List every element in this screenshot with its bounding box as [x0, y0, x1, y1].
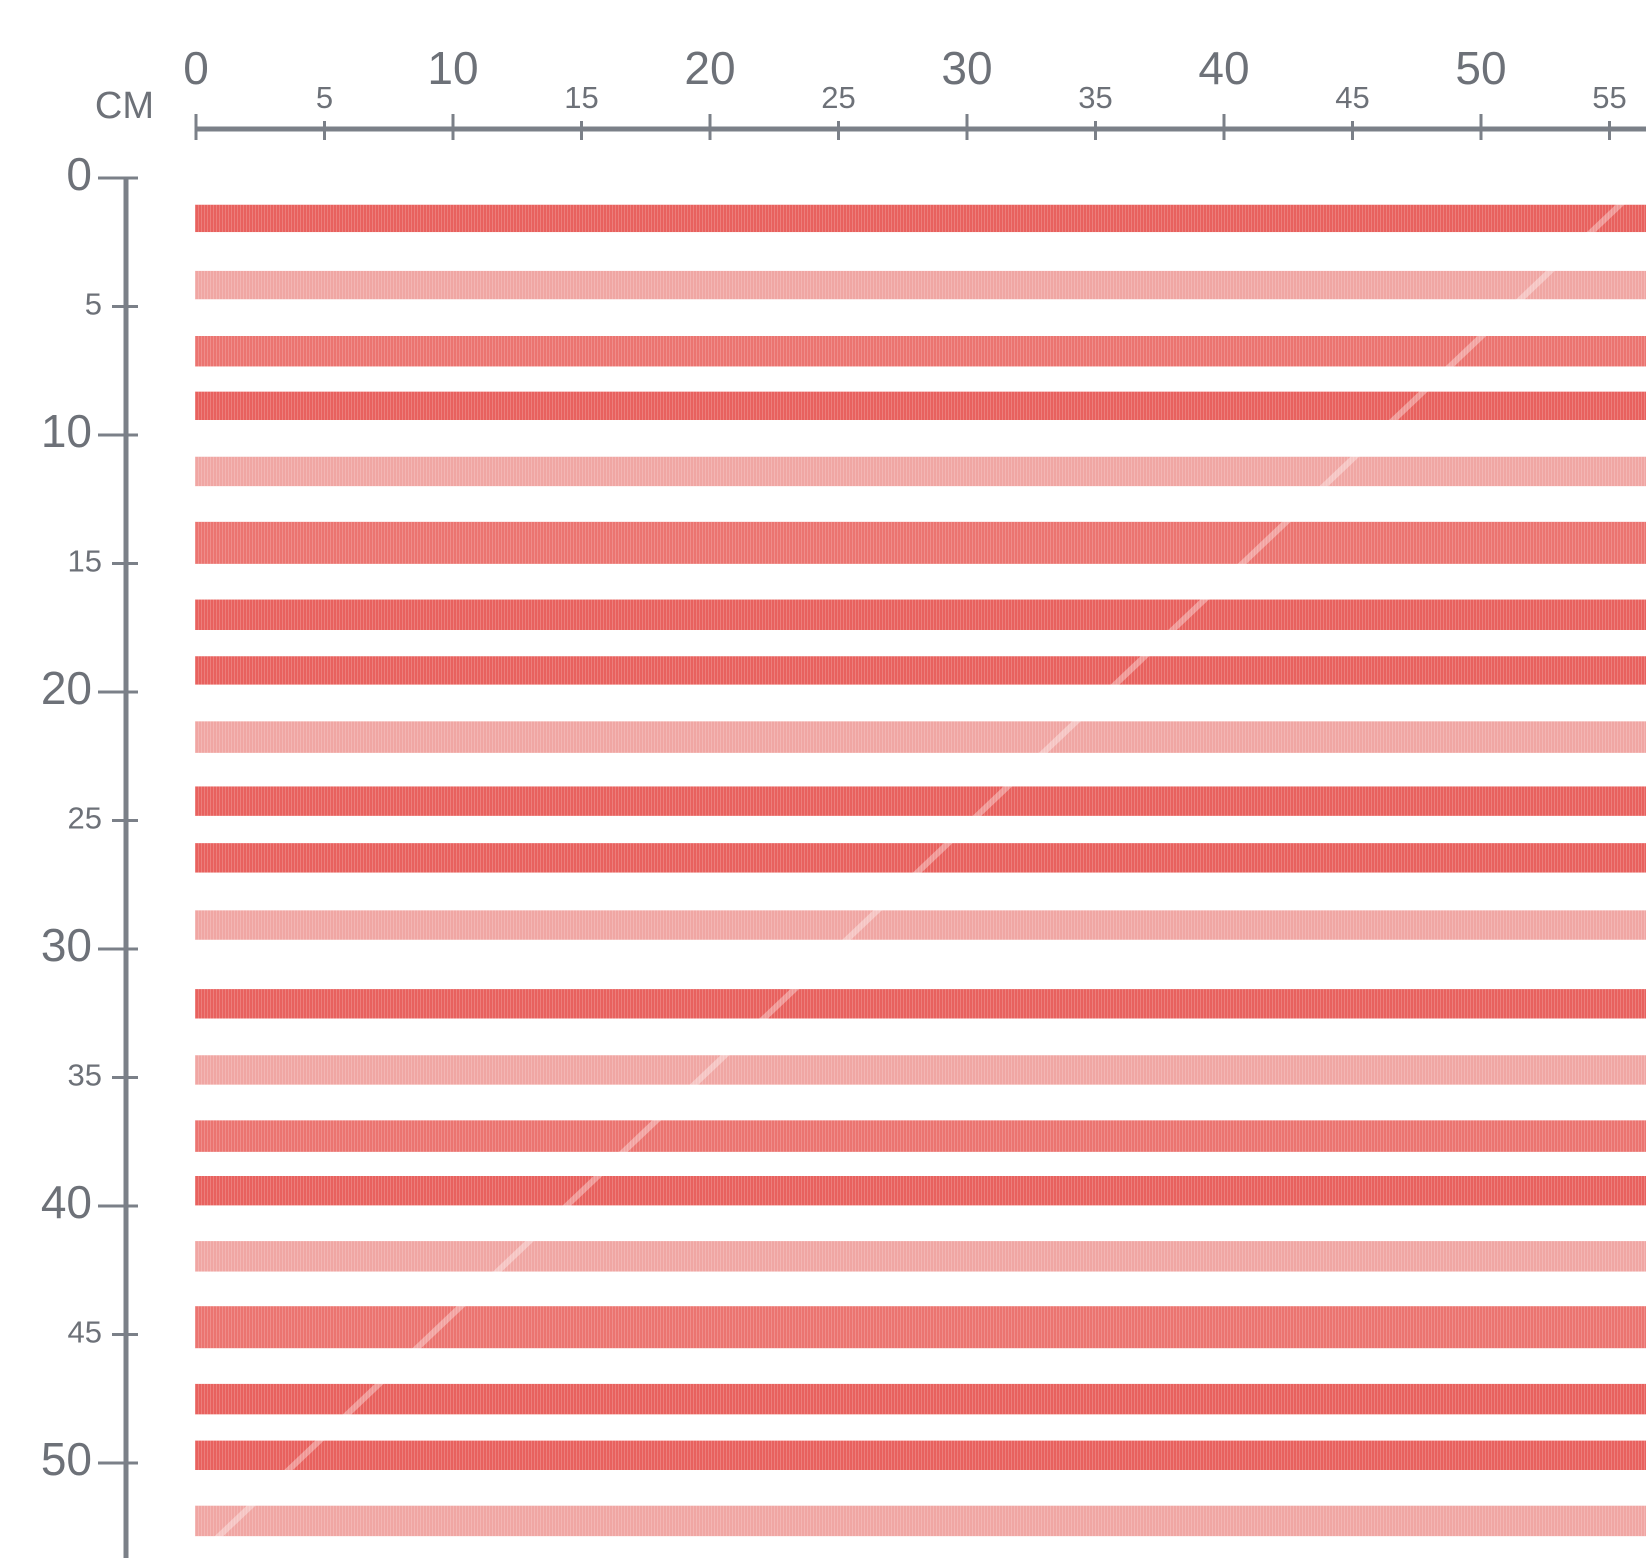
stripe-texture: [195, 270, 1646, 300]
top-tick-label: 30: [941, 42, 992, 94]
stripe-texture: [195, 599, 1646, 630]
stripe-texture: [195, 1120, 1646, 1152]
top-tick-label: 55: [1592, 80, 1626, 115]
left-tick-label: 5: [85, 287, 102, 322]
stripe-texture: [195, 336, 1646, 367]
unit-label: CM: [95, 85, 154, 127]
top-tick-label: 45: [1335, 80, 1369, 115]
top-tick-label: 40: [1198, 42, 1249, 94]
left-tick-label: 10: [41, 405, 92, 457]
top-tick-label: 20: [684, 42, 735, 94]
top-tick-label: 50: [1455, 42, 1506, 94]
top-tick-label: 5: [316, 80, 333, 115]
stripe-texture: [195, 910, 1646, 940]
stripe-texture: [195, 456, 1646, 487]
left-tick-label: 30: [41, 919, 92, 971]
rulers: 0 5 10 15 20 25 30 35 40 45 50 55 0 5 10 15 20 25 30 35 40 45…: [41, 42, 1627, 1485]
stripe-texture: [195, 1383, 1646, 1415]
stripe-texture: [195, 1440, 1646, 1470]
top-tick-label: 0: [183, 42, 209, 94]
stripe-texture: [195, 989, 1646, 1019]
left-tick-label: 25: [68, 801, 102, 836]
stripe-texture: [195, 721, 1646, 753]
left-tick-label: 45: [68, 1315, 102, 1350]
stripe-texture: [195, 1306, 1646, 1349]
left-tick-label: 0: [66, 148, 92, 200]
stripe-texture: [195, 521, 1646, 564]
left-tick-label: 15: [68, 544, 102, 579]
left-tick-label: 20: [41, 662, 92, 714]
stripe-texture: [195, 391, 1646, 420]
stripe-texture: [195, 843, 1646, 873]
stripe-pattern: [195, 204, 1646, 1537]
fold-highlight: [193, 177, 1646, 1558]
stripe-texture: [195, 1505, 1646, 1537]
stripe-texture: [195, 204, 1646, 233]
left-tick-label: 40: [41, 1176, 92, 1228]
left-tick-label: 50: [41, 1433, 92, 1485]
stripe-texture: [195, 1176, 1646, 1206]
stripe-texture: [195, 786, 1646, 816]
top-tick-label: 35: [1078, 80, 1112, 115]
top-tick-label: 10: [427, 42, 478, 94]
stripe-texture: [195, 1055, 1646, 1085]
top-tick-label: 25: [821, 80, 855, 115]
top-tick-label: 15: [564, 80, 598, 115]
left-tick-label: 35: [68, 1058, 102, 1093]
stripe-texture: [195, 656, 1646, 685]
stripe-texture: [195, 1241, 1646, 1272]
